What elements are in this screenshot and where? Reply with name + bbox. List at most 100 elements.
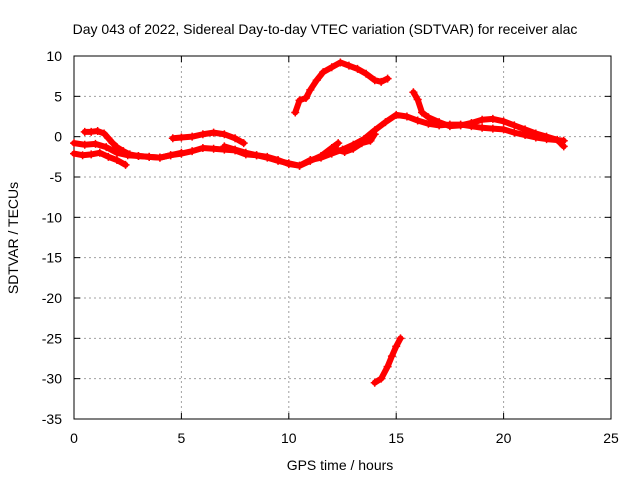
data-point — [102, 143, 111, 152]
data-point — [78, 151, 87, 160]
data-point — [239, 139, 248, 148]
data-point — [370, 76, 379, 85]
data-point — [488, 114, 497, 123]
data-point — [104, 152, 113, 161]
data-point — [417, 108, 426, 117]
axis-ticks: 0 5 10 15 20 25 10 5 0 -5 -10 -15 -20 -25 -30 -35 — [42, 48, 619, 446]
data-point — [383, 362, 392, 371]
data-point — [402, 112, 411, 121]
x-axis-label: GPS time / hours — [287, 457, 394, 473]
data-point — [177, 148, 186, 157]
data-point — [424, 113, 433, 122]
data-point — [121, 160, 130, 169]
data-point — [353, 64, 362, 73]
data-point — [100, 129, 109, 138]
data-point — [510, 128, 519, 137]
data-point — [70, 139, 78, 148]
data-point — [499, 125, 508, 134]
data-point — [198, 143, 207, 152]
series-arc-5 — [220, 139, 343, 170]
data-point — [95, 148, 104, 157]
data-point — [93, 127, 102, 136]
data-point — [396, 334, 405, 343]
data-point — [377, 374, 386, 383]
data-point — [177, 133, 186, 142]
data-point — [155, 153, 164, 162]
data-point — [274, 156, 283, 165]
data-point — [87, 150, 96, 159]
x-tick-label: 15 — [388, 430, 404, 446]
data-point — [112, 156, 121, 165]
y-tick-label: -35 — [42, 411, 62, 427]
data-point — [295, 161, 304, 170]
data-point — [198, 130, 207, 139]
data-point — [301, 93, 310, 102]
data-point — [510, 121, 519, 130]
data-marks — [70, 58, 568, 387]
y-tick-label: -20 — [42, 290, 62, 306]
data-point — [168, 134, 177, 143]
data-point — [70, 149, 78, 158]
data-point — [377, 77, 386, 86]
series-arc-7 — [409, 88, 568, 151]
data-point — [478, 123, 487, 132]
data-point — [336, 58, 345, 67]
data-point — [370, 378, 379, 387]
data-point — [319, 68, 328, 77]
data-point — [392, 342, 401, 351]
data-point — [145, 152, 154, 161]
data-point — [231, 145, 240, 154]
data-point — [209, 128, 218, 137]
data-point — [108, 139, 117, 148]
data-point — [284, 160, 293, 169]
series-arc-6 — [332, 130, 379, 156]
y-tick-label: -10 — [42, 209, 62, 225]
y-tick-label: 0 — [54, 129, 62, 145]
data-point — [357, 139, 366, 148]
data-point — [521, 125, 530, 134]
data-point — [134, 152, 143, 161]
y-tick-label: 5 — [54, 88, 62, 104]
data-point — [166, 151, 175, 160]
grid-lines — [74, 56, 611, 419]
data-point — [413, 95, 422, 104]
data-point — [252, 151, 261, 160]
data-point — [317, 152, 326, 161]
series-line — [292, 59, 391, 116]
data-point — [370, 130, 379, 139]
data-point — [312, 76, 321, 85]
data-point — [188, 132, 197, 141]
data-point — [435, 118, 444, 127]
data-point — [499, 117, 508, 126]
data-point — [531, 129, 540, 138]
data-point — [559, 142, 568, 151]
x-tick-label: 10 — [281, 430, 297, 446]
data-point — [87, 127, 96, 136]
data-point — [553, 135, 562, 144]
data-point — [104, 134, 113, 143]
data-point — [366, 136, 375, 145]
data-point — [306, 156, 315, 165]
data-point — [542, 132, 551, 141]
data-point — [456, 121, 465, 130]
data-point — [362, 69, 371, 78]
data-point — [488, 124, 497, 133]
data-point — [478, 115, 487, 124]
data-point — [220, 130, 229, 139]
data-point — [381, 118, 390, 127]
data-point — [349, 144, 358, 153]
data-point — [413, 116, 422, 125]
data-point — [209, 144, 218, 153]
data-point — [291, 108, 300, 117]
data-point — [295, 96, 304, 105]
y-tick-label: -25 — [42, 330, 62, 346]
data-point — [231, 134, 240, 143]
series-arc-8 — [291, 58, 392, 117]
data-point — [188, 147, 197, 156]
data-point — [80, 140, 89, 149]
y-axis-label: SDTVAR / TECUs — [5, 182, 21, 294]
y-tick-label: 10 — [46, 48, 62, 64]
y-tick-label: -5 — [50, 169, 63, 185]
plot-frame — [73, 55, 612, 420]
data-point — [220, 142, 229, 151]
